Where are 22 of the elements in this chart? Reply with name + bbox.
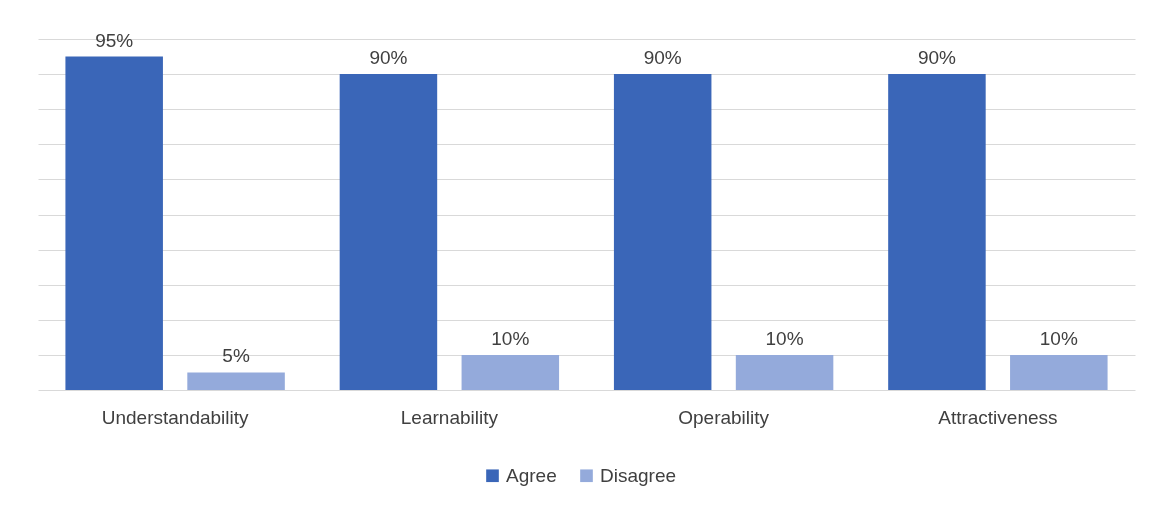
bar (888, 74, 986, 390)
bar (1010, 354, 1108, 390)
legend-label: Disagree (600, 464, 677, 486)
data-label: 95% (95, 29, 134, 51)
data-label: 90% (369, 47, 408, 69)
data-label: 10% (1039, 327, 1078, 349)
bar (461, 354, 560, 390)
bar (339, 74, 438, 390)
x-tick-label: Understandability (101, 406, 250, 428)
x-tick-label: Learnability (400, 406, 499, 428)
legend-label: Agree (506, 464, 557, 486)
bar (613, 74, 712, 390)
data-label: 90% (917, 47, 957, 69)
x-tick-label: Attractiveness (938, 406, 1058, 428)
data-label: 5% (222, 345, 250, 367)
data-label: 10% (765, 327, 804, 349)
data-label: 10% (491, 327, 530, 349)
data-label: 90% (643, 47, 682, 69)
bar (187, 372, 285, 390)
x-tick-label: Operability (678, 406, 770, 428)
bar (735, 354, 834, 390)
bar (65, 56, 163, 390)
